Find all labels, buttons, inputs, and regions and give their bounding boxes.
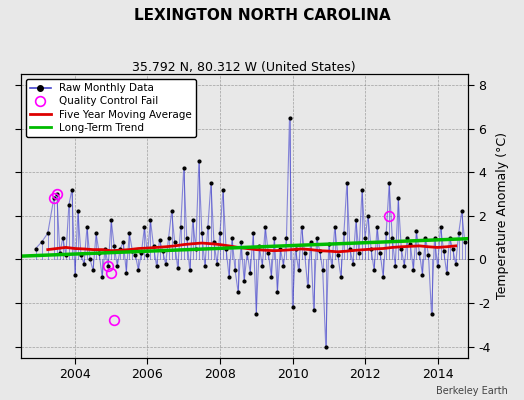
Y-axis label: Temperature Anomaly (°C): Temperature Anomaly (°C)	[496, 132, 509, 299]
Text: LEXINGTON NORTH CAROLINA: LEXINGTON NORTH CAROLINA	[134, 8, 390, 23]
Title: 35.792 N, 80.312 W (United States): 35.792 N, 80.312 W (United States)	[132, 61, 356, 74]
Text: Berkeley Earth: Berkeley Earth	[436, 386, 508, 396]
Legend: Raw Monthly Data, Quality Control Fail, Five Year Moving Average, Long-Term Tren: Raw Monthly Data, Quality Control Fail, …	[26, 79, 196, 137]
